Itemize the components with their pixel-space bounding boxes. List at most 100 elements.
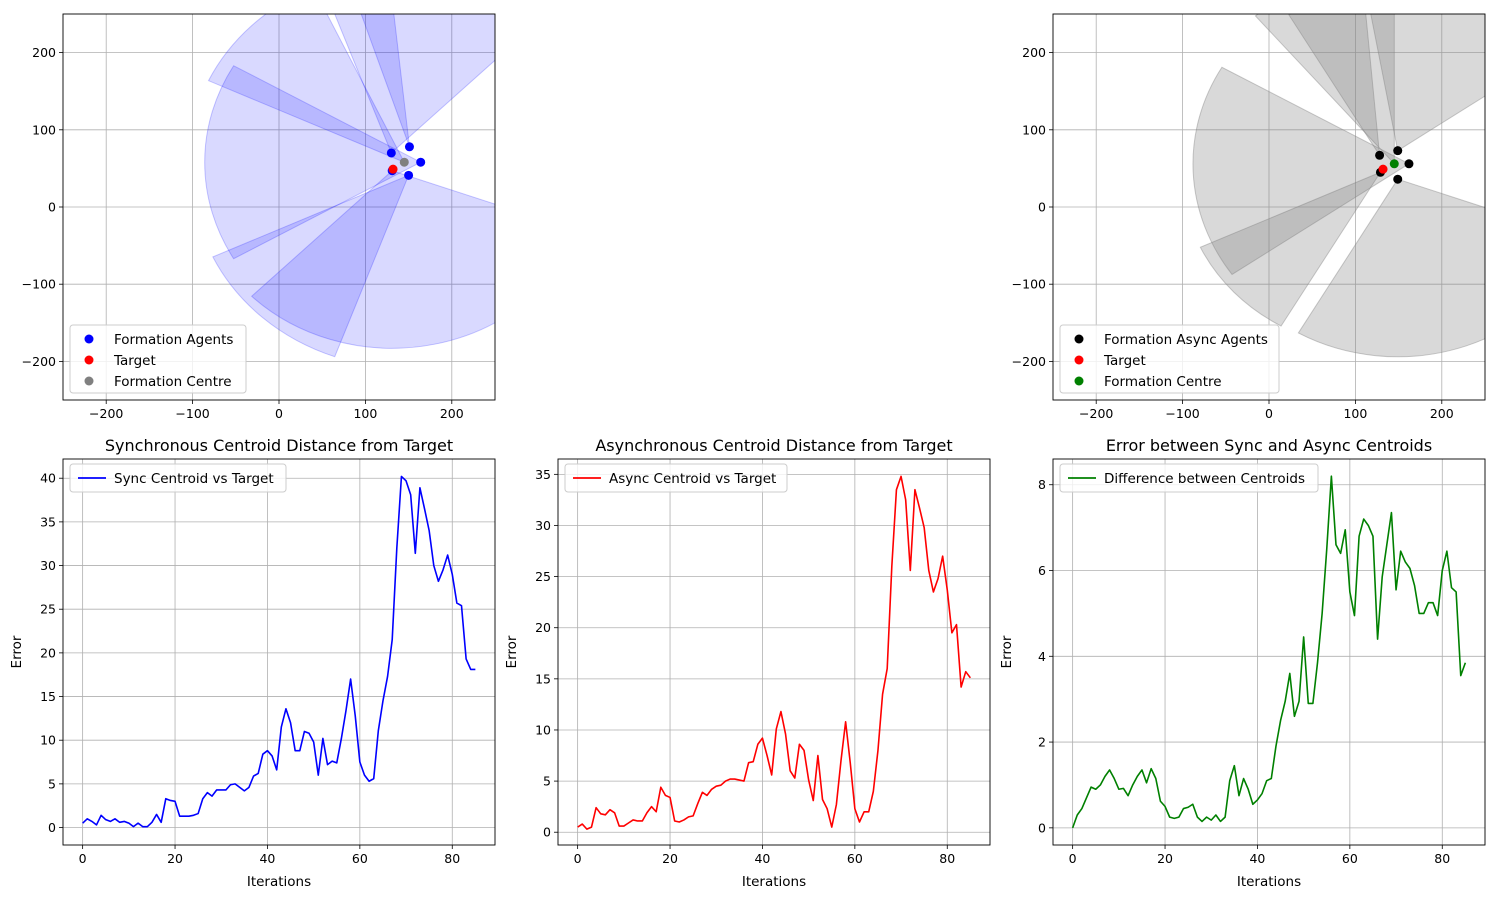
legend-label: Formation Async Agents [1104, 332, 1268, 348]
x-tick-label: 20 [662, 851, 678, 866]
legend-box [1059, 463, 1319, 493]
point-formation-async-agents [1375, 150, 1385, 160]
x-tick-label: 100 [353, 406, 377, 421]
legend-label: Sync Centroid vs Target [114, 471, 274, 487]
sensing-sector [207, 14, 406, 164]
y-tick-label: 0 [48, 200, 56, 215]
legend-label: Formation Centre [114, 374, 232, 390]
sync-error-plot: 0 20 40 60 80 0 5 10 15 20 25 30 35 40 Synchronous Cen… [9, 436, 496, 890]
legend: Async Centroid vs Target [564, 463, 788, 493]
point-formation-async-agents [1404, 159, 1414, 169]
x-tick-label: 0 [1265, 406, 1273, 421]
difference-error-plot: 0 20 40 60 80 0 2 4 6 8 Error between Sync and Asy… [999, 436, 1486, 890]
x-tick-label: 80 [444, 851, 460, 866]
y-tick-label: 40 [40, 471, 56, 486]
point-formation-agents [416, 157, 426, 167]
plot-area [577, 475, 972, 830]
y-tick-label: 25 [40, 602, 56, 617]
point-formation-centre [399, 157, 409, 167]
legend-box [69, 324, 247, 394]
legend-label: Target [1103, 353, 1146, 369]
y-tick-label: −100 [22, 277, 56, 292]
sensing-sector [1288, 14, 1381, 156]
x-tick-label: 0 [79, 851, 87, 866]
y-tick-label: 35 [40, 514, 56, 529]
chart-title: Error between Sync and Async Centroids [1106, 436, 1432, 455]
legend-label: Async Centroid vs Target [609, 471, 776, 487]
y-tick-label: 10 [40, 733, 56, 748]
point-target [388, 164, 398, 174]
grid-lines [63, 459, 495, 845]
y-tick-label: 0 [543, 825, 551, 840]
y-tick-label: 4 [1038, 649, 1046, 664]
x-tick-label: 80 [1434, 851, 1450, 866]
point-formation-agents [386, 148, 396, 158]
y-tick-label: 8 [1038, 477, 1046, 492]
legend-marker [1074, 355, 1084, 365]
plot-area [1071, 475, 1467, 829]
y-tick-label: 0 [48, 820, 56, 835]
chart-title: Asynchronous Centroid Distance from Targ… [595, 436, 952, 455]
grid-lines [558, 459, 990, 845]
legend-label: Difference between Centroids [1104, 471, 1305, 487]
y-tick-label: 100 [32, 122, 56, 137]
y-tick-label: 10 [535, 722, 551, 737]
point-formation-agents [404, 170, 414, 180]
plot-area [1192, 14, 1485, 358]
x-tick-label: 60 [847, 851, 863, 866]
y-tick-label: 0 [1038, 820, 1046, 835]
y-axis-label: Error [999, 635, 1015, 668]
axes-frame [557, 458, 991, 846]
x-tick-label: 0 [574, 851, 582, 866]
plot-area [82, 475, 476, 828]
legend-label: Target [113, 353, 156, 369]
y-tick-label: 6 [1038, 563, 1046, 578]
axes-frame [62, 458, 496, 846]
async-formation-plot: −200 −100 0 100 200 −200 −100 0 100 200 Formation … [1012, 13, 1486, 421]
point-formation-async-agents [1393, 146, 1403, 156]
sensing-sector [360, 14, 410, 147]
y-tick-label: 15 [40, 689, 56, 704]
y-tick-label: 25 [535, 569, 551, 584]
legend-box [564, 463, 788, 493]
x-tick-label: 200 [1430, 406, 1454, 421]
sync-formation-plot: −200 −100 0 100 200 −200 −100 0 100 200 Formation … [22, 13, 496, 421]
y-tick-label: 30 [535, 518, 551, 533]
sensing-sector [334, 14, 495, 154]
point-formation-centre [1389, 159, 1399, 169]
y-tick-label: 15 [535, 671, 551, 686]
x-axis-label: Iterations [247, 874, 311, 890]
y-tick-label: 20 [535, 620, 551, 635]
x-tick-label: 20 [167, 851, 183, 866]
sensing-sector [204, 65, 422, 260]
legend-label: Formation Centre [1104, 374, 1222, 390]
series-line [1071, 475, 1467, 829]
legend: Sync Centroid vs Target [69, 463, 287, 493]
x-tick-label: 40 [259, 851, 275, 866]
y-tick-label: 20 [40, 645, 56, 660]
x-tick-label: 100 [1343, 406, 1367, 421]
y-tick-label: 5 [543, 774, 551, 789]
chart-title: Synchronous Centroid Distance from Targe… [105, 436, 453, 455]
legend-box [1059, 324, 1280, 394]
sensing-sector [1254, 14, 1395, 166]
legend-marker [84, 355, 94, 365]
y-tick-label: 100 [1022, 122, 1046, 137]
x-tick-label: 40 [1249, 851, 1265, 866]
y-tick-label: 2 [1038, 735, 1046, 750]
plot-area [204, 14, 495, 358]
sensing-sector [212, 174, 410, 358]
x-tick-label: 0 [1069, 851, 1077, 866]
legend-marker [84, 334, 94, 344]
axes-frame [62, 13, 496, 401]
sensing-sector [1199, 171, 1382, 327]
x-tick-label: 60 [352, 851, 368, 866]
sensing-sector [1297, 178, 1485, 358]
y-tick-label: −100 [1012, 277, 1046, 292]
legend: Formation Async Agents Target Formation Ce… [1059, 324, 1280, 394]
y-axis-label: Error [504, 635, 520, 668]
sensing-sector [1370, 14, 1485, 152]
x-tick-label: 20 [1157, 851, 1173, 866]
x-tick-label: −100 [1165, 406, 1199, 421]
sensing-sector [250, 170, 495, 349]
